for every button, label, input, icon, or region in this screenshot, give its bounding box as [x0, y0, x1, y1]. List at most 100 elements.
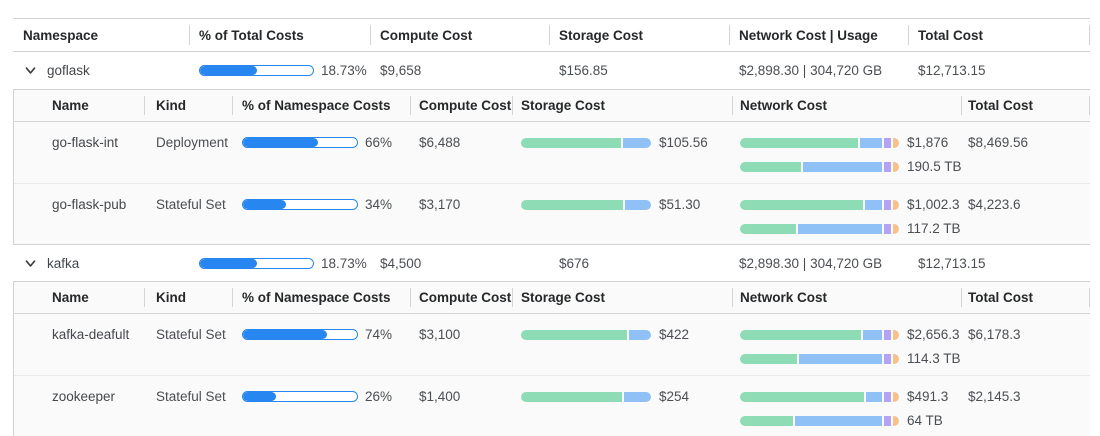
network-cost-usage-cell: $2,898.30 | 304,720 GB	[739, 255, 883, 271]
network-cost-usage-cell: $2,898.30 | 304,720 GB	[739, 63, 883, 78]
compute-cost-cell: $3,170	[419, 197, 461, 212]
workload-kind: Stateful Set	[156, 327, 226, 342]
network-cost-value: $491.3	[907, 389, 949, 404]
pct-namespace-cell: 26%	[232, 376, 410, 436]
col-header-storage: Storage Cost	[512, 90, 732, 121]
total-cost-cell: $6,178.3	[968, 327, 1021, 342]
workload-row-kafka-deafult: kafka-deafult Stateful Set 74% $3,100 $4…	[14, 314, 1090, 375]
col-header-total: Total Cost	[961, 90, 1090, 121]
pct-namespace-label: 66%	[365, 135, 393, 150]
pct-namespace-label: 74%	[365, 327, 393, 342]
compute-cost-cell: $1,400	[419, 389, 461, 404]
nested-header-row: Name Kind % of Namespace Costs Compute C…	[14, 90, 1090, 122]
total-cost-cell: $4,223.6	[968, 197, 1021, 212]
network-usage-bar	[740, 353, 899, 364]
nested-header-row: Name Kind % of Namespace Costs Compute C…	[14, 282, 1090, 314]
storage-cost-cell: $51.30	[512, 184, 732, 244]
network-usage-value: 117.2 TB	[907, 221, 961, 236]
network-usage-value: 64 TB	[907, 413, 943, 428]
col-header-pct-total: % of Total Costs	[189, 19, 370, 51]
network-cost-cell: $1,002.3 117.2 TB	[732, 184, 961, 244]
total-cost-cell: $2,145.3	[968, 389, 1021, 404]
col-header-total: Total Cost	[908, 19, 1090, 51]
namespace-name: goflask	[47, 63, 90, 78]
compute-cost-cell: $6,488	[419, 135, 461, 150]
col-header-network: Network Cost | Usage	[729, 19, 908, 51]
col-header-network: Network Cost	[732, 282, 961, 313]
network-usage-value: 114.3 TB	[907, 351, 961, 366]
namespace-name-cell: kafka	[13, 245, 189, 281]
col-header-kind: Kind	[144, 90, 232, 121]
pct-namespace-label: 26%	[365, 389, 393, 404]
storage-cost-bar	[521, 391, 651, 402]
network-cost-bar	[740, 199, 899, 210]
network-cost-value: $1,002.3	[907, 197, 960, 212]
storage-cost-cell: $422	[512, 314, 732, 375]
pct-total-cell: 18.73%	[189, 245, 370, 281]
col-header-total: Total Cost	[961, 282, 1090, 313]
workload-row-go-flask-pub: go-flask-pub Stateful Set 34% $3,170 $51…	[14, 183, 1090, 244]
pct-total-label: 18.73%	[321, 63, 367, 78]
namespace-name: kafka	[47, 255, 80, 271]
storage-cost-value: $51.30	[659, 197, 701, 212]
total-cost-cell: $8,469.56	[968, 135, 1029, 150]
nested-table-goflask: Name Kind % of Namespace Costs Compute C…	[13, 90, 1090, 245]
pct-namespace-progress-bar	[242, 391, 358, 402]
storage-cost-cell: $254	[512, 376, 732, 436]
chevron-down-icon[interactable]	[23, 256, 37, 270]
workload-name: go-flask-int	[52, 135, 119, 150]
workload-kind: Stateful Set	[156, 389, 226, 404]
network-cost-bar	[740, 391, 899, 402]
storage-cost-value: $105.56	[659, 135, 708, 150]
namespace-name-cell: goflask	[13, 52, 189, 89]
pct-namespace-progress-bar	[242, 137, 358, 148]
workload-kind: Stateful Set	[156, 197, 226, 212]
col-header-storage: Storage Cost	[549, 19, 729, 51]
pct-namespace-cell: 34%	[232, 184, 410, 244]
pct-total-label: 18.73%	[321, 255, 367, 271]
pct-total-progress-bar	[199, 65, 314, 76]
main-header-row: Namespace % of Total Costs Compute Cost …	[13, 19, 1090, 52]
col-header-network: Network Cost	[732, 90, 961, 121]
col-header-namespace: Namespace	[23, 27, 99, 43]
cost-table: Namespace % of Total Costs Compute Cost …	[13, 18, 1090, 436]
col-header-compute: Compute Cost	[410, 90, 512, 121]
col-header-storage: Storage Cost	[512, 282, 732, 313]
network-usage-bar	[740, 415, 899, 426]
total-cost-cell: $12,713.15	[918, 63, 986, 78]
workload-name: go-flask-pub	[52, 197, 127, 212]
network-usage-bar	[740, 161, 899, 172]
col-header-name: Name	[52, 290, 89, 305]
pct-namespace-progress-bar	[242, 199, 358, 210]
workload-name: kafka-deafult	[52, 327, 130, 342]
storage-cost-value: $254	[659, 389, 690, 404]
storage-cost-cell: $676	[559, 255, 590, 271]
total-cost-cell: $12,713.15	[918, 255, 986, 271]
namespace-row-kafka[interactable]: kafka 18.73% $4,500 $676 $2,898.30 | 304…	[13, 245, 1090, 282]
network-cost-value: $1,876	[907, 135, 949, 150]
col-header-compute: Compute Cost	[410, 282, 512, 313]
storage-cost-bar	[521, 329, 651, 340]
network-cost-bar	[740, 329, 899, 340]
storage-cost-bar	[521, 137, 651, 148]
network-usage-value: 190.5 TB	[907, 159, 962, 174]
pct-total-progress-bar	[199, 257, 314, 269]
col-header-pct-namespace: % of Namespace Costs	[232, 282, 410, 313]
network-cost-cell: $1,876 190.5 TB	[732, 122, 962, 183]
workload-row-go-flask-int: go-flask-int Deployment 66% $6,488 $105.…	[14, 122, 1090, 183]
network-cost-cell: $2,656.3 114.3 TB	[732, 314, 961, 375]
compute-cost-cell: $9,658	[380, 63, 422, 78]
pct-total-cell: 18.73%	[189, 52, 370, 89]
pct-namespace-progress-bar	[242, 329, 358, 340]
col-header-compute: Compute Cost	[370, 19, 549, 51]
workload-row-zookeeper: zookeeper Stateful Set 26% $1,400 $254 $…	[14, 375, 1090, 436]
col-header-name: Name	[52, 98, 89, 113]
col-header-pct-namespace: % of Namespace Costs	[232, 90, 410, 121]
chevron-down-icon[interactable]	[23, 64, 37, 78]
network-cost-value: $2,656.3	[907, 327, 960, 342]
namespace-row-goflask[interactable]: goflask 18.73% $9,658 $156.85 $2,898.30 …	[13, 52, 1090, 90]
col-header-kind: Kind	[144, 282, 232, 313]
compute-cost-cell: $3,100	[419, 327, 461, 342]
pct-namespace-cell: 74%	[232, 314, 410, 375]
pct-namespace-cell: 66%	[232, 122, 410, 183]
